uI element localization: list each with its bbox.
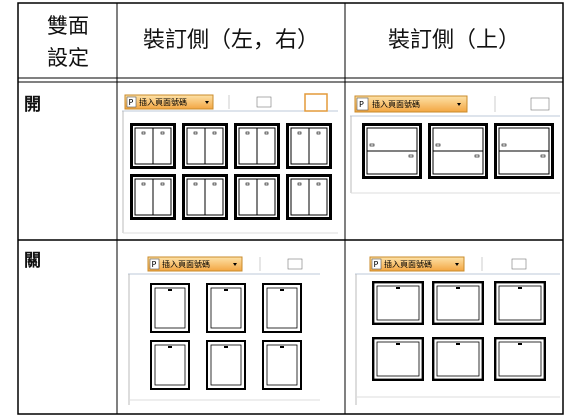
button-label: 插入頁面號碼 <box>384 259 432 269</box>
panel: P 插入頁面號碼 <box>355 256 560 405</box>
button-label: 插入頁面號碼 <box>372 99 420 109</box>
toolbar: P 插入頁面號碼 <box>147 256 303 272</box>
icon: P <box>374 260 379 269</box>
table-grid <box>17 2 564 415</box>
toolbar: P 插入頁面號碼 <box>124 93 328 112</box>
icon: P <box>359 100 364 109</box>
row-label: 開 <box>24 95 41 115</box>
button-label: 插入頁面號碼 <box>139 97 187 107</box>
icon: P <box>129 98 134 107</box>
header-cell: 裝訂側（上） <box>387 28 520 53</box>
button-label: 插入頁面號碼 <box>162 259 210 269</box>
header-cell: 裝訂側（左，右） <box>142 28 319 53</box>
toolbar: P 插入頁面號碼 <box>354 95 550 113</box>
header-cell: 雙面設定 <box>47 14 89 70</box>
toolbar: P 插入頁面號碼 <box>369 256 527 272</box>
icon: P <box>152 260 157 269</box>
panel: P 插入頁面號碼 <box>350 95 560 194</box>
panel: P 插入頁面號碼 <box>128 256 320 405</box>
row-label: 關 <box>24 251 41 271</box>
panel: P 插入頁面號碼 <box>122 93 338 234</box>
